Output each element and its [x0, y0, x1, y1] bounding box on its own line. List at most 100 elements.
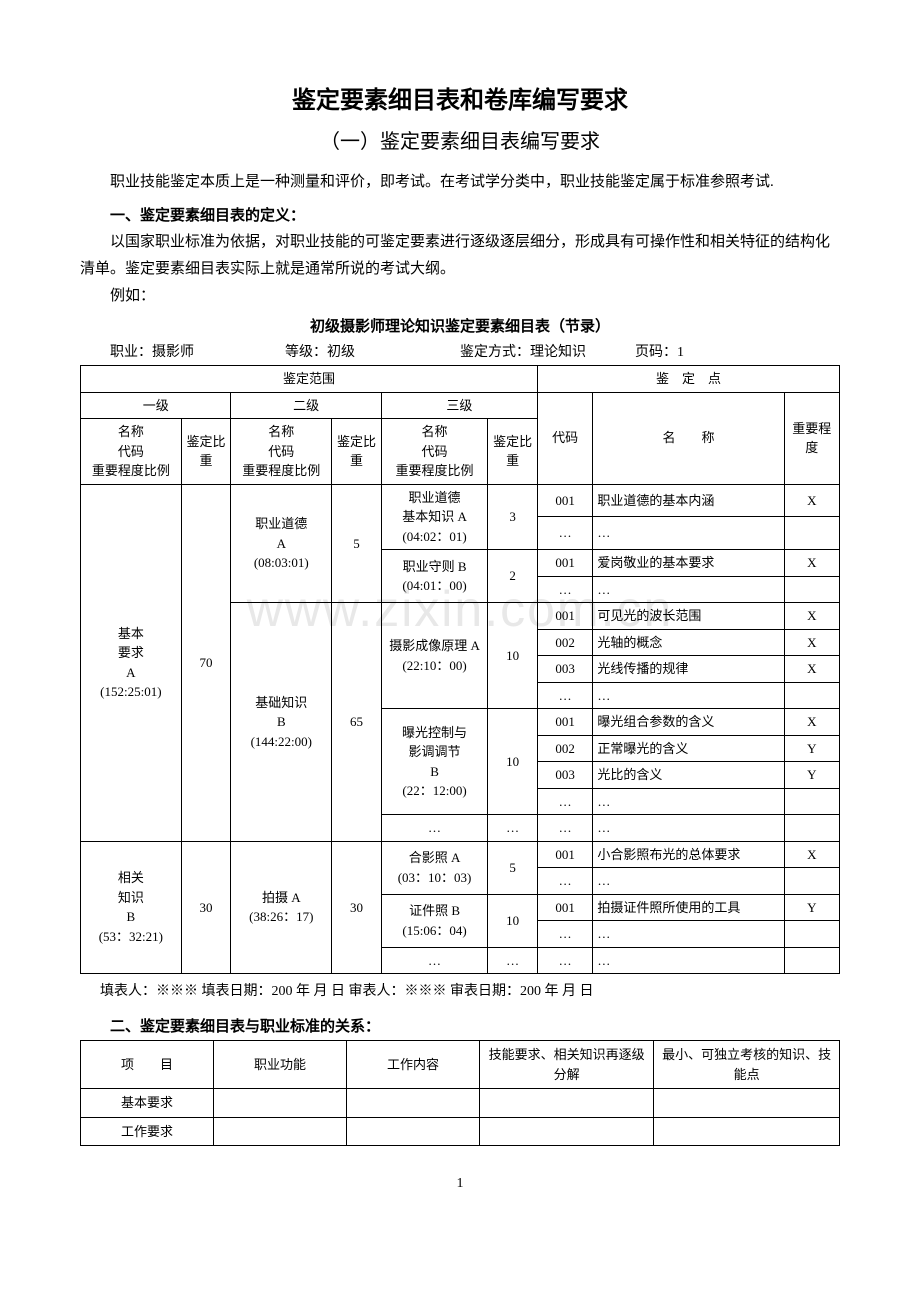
l2-cell: 职业道德 A (08:03:01): [231, 484, 332, 603]
point-name: …: [593, 921, 784, 948]
scope-header: 鉴定范围: [81, 366, 538, 393]
page-number: 1: [80, 1176, 840, 1192]
l3-cell: 职业守则 B (04:01：00): [381, 550, 487, 603]
rel-empty: [214, 1089, 347, 1118]
rel-h2: 工作内容: [347, 1041, 480, 1089]
l3-weight-header: 鉴定比重: [488, 419, 538, 485]
l3-name-header: 名称 代码 重要程度比例: [381, 419, 487, 485]
table-row: 相关 知识 B (53：32:21) 30 拍摄 A (38:26：17) 30…: [81, 841, 840, 868]
point-code: 003: [537, 762, 592, 789]
level-value: 初级: [327, 345, 355, 360]
l2-weight-header: 鉴定比重: [332, 419, 382, 485]
mode-label: 鉴定方式：: [460, 345, 530, 360]
rel-r0: 基本要求: [81, 1089, 214, 1118]
l1-header: 一级: [81, 392, 231, 419]
l1-weight-header: 鉴定比重: [181, 419, 231, 485]
point-name: 可见光的波长范围: [593, 603, 784, 630]
l3-ellipsis: …: [381, 815, 487, 842]
l1-name-header: 名称 代码 重要程度比例: [81, 419, 182, 485]
l3-weight: 10: [488, 709, 538, 815]
point-code: …: [537, 921, 592, 948]
l2-weight: 65: [332, 603, 382, 842]
point-imp: [784, 921, 839, 948]
main-title: 鉴定要素细目表和卷库编写要求: [80, 80, 840, 115]
point-code: 003: [537, 656, 592, 683]
point-code: …: [537, 682, 592, 709]
point-name: 光轴的概念: [593, 629, 784, 656]
point-code: 001: [537, 550, 592, 577]
l2-cell: 基础知识 B (144:22:00): [231, 603, 332, 842]
l3-cell: 曝光控制与 影调调节 B (22：12:00): [381, 709, 487, 815]
point-name: …: [593, 815, 784, 842]
rel-h4: 最小、可独立考核的知识、技能点: [654, 1041, 840, 1089]
table-row: 基本 要求 A (152:25:01) 70 职业道德 A (08:03:01)…: [81, 484, 840, 517]
l3-weight: 10: [488, 603, 538, 709]
point-code: 001: [537, 603, 592, 630]
l3-weight: 5: [488, 841, 538, 894]
relation-table: 项 目 职业功能 工作内容 技能要求、相关知识再逐级分解 最小、可独立考核的知识…: [80, 1040, 840, 1146]
l2-name-header: 名称 代码 重要程度比例: [231, 419, 332, 485]
section-heading-2: 二、鉴定要素细目表与职业标准的关系：: [80, 1015, 840, 1036]
rel-empty: [347, 1117, 480, 1146]
point-imp: [784, 788, 839, 815]
point-imp: X: [784, 709, 839, 736]
rel-empty: [480, 1117, 654, 1146]
rel-empty: [347, 1089, 480, 1118]
table-row: 基本要求: [81, 1089, 840, 1118]
point-name: …: [593, 788, 784, 815]
table-title: 初级摄影师理论知识鉴定要素细目表（节录）: [80, 315, 840, 336]
table-row: 项 目 职业功能 工作内容 技能要求、相关知识再逐级分解 最小、可独立考核的知识…: [81, 1041, 840, 1089]
definition-paragraph: 以国家职业标准为依据，对职业技能的可鉴定要素进行逐级逐层细分，形成具有可操作性和…: [80, 229, 840, 283]
point-code: 002: [537, 629, 592, 656]
job-value: 摄影师: [152, 345, 194, 360]
rel-empty: [214, 1117, 347, 1146]
point-imp: X: [784, 629, 839, 656]
point-code: 001: [537, 841, 592, 868]
l2-header: 二级: [231, 392, 381, 419]
l1-weight: 70: [181, 484, 231, 841]
l1-cell: 基本 要求 A (152:25:01): [81, 484, 182, 841]
l2-weight: 5: [332, 484, 382, 603]
example-label: 例如：: [80, 283, 840, 310]
code-header: 代码: [537, 392, 592, 484]
l3-weight: 3: [488, 484, 538, 550]
mode-value: 理论知识: [530, 345, 586, 360]
point-imp: X: [784, 841, 839, 868]
point-code: 002: [537, 735, 592, 762]
point-name: …: [593, 576, 784, 603]
point-imp: X: [784, 603, 839, 630]
point-imp: [784, 576, 839, 603]
l3-weight: 2: [488, 550, 538, 603]
l3-cell: 职业道德 基本知识 A (04:02：01): [381, 484, 487, 550]
point-name: 光比的含义: [593, 762, 784, 789]
point-imp: [784, 517, 839, 550]
rel-h1: 职业功能: [214, 1041, 347, 1089]
name-header: 名 称: [593, 392, 784, 484]
point-name: …: [593, 517, 784, 550]
point-imp: X: [784, 550, 839, 577]
rel-h0: 项 目: [81, 1041, 214, 1089]
l3-cell: 摄影成像原理 A (22:10：00): [381, 603, 487, 709]
l3-ellipsis-w: …: [488, 947, 538, 974]
point-code: 001: [537, 709, 592, 736]
l3-ellipsis-w: …: [488, 815, 538, 842]
point-code: …: [537, 815, 592, 842]
rel-empty: [654, 1117, 840, 1146]
point-imp: Y: [784, 894, 839, 921]
point-name: 爱岗敬业的基本要求: [593, 550, 784, 577]
l3-ellipsis: …: [381, 947, 487, 974]
point-imp: [784, 868, 839, 895]
subtitle: （一）鉴定要素细目表编写要求: [80, 125, 840, 154]
job-label: 职业：: [110, 345, 152, 360]
point-name: 小合影照布光的总体要求: [593, 841, 784, 868]
l3-cell: 证件照 B (15:06：04): [381, 894, 487, 947]
point-imp: [784, 682, 839, 709]
point-code: …: [537, 517, 592, 550]
table-meta-row: 职业：摄影师 等级：初级 鉴定方式：理论知识 页码：1: [80, 341, 840, 361]
point-code: …: [537, 788, 592, 815]
point-imp: Y: [784, 735, 839, 762]
point-code: 001: [537, 894, 592, 921]
point-name: 光线传播的规律: [593, 656, 784, 683]
point-code: …: [537, 947, 592, 974]
point-header: 鉴 定 点: [537, 366, 839, 393]
